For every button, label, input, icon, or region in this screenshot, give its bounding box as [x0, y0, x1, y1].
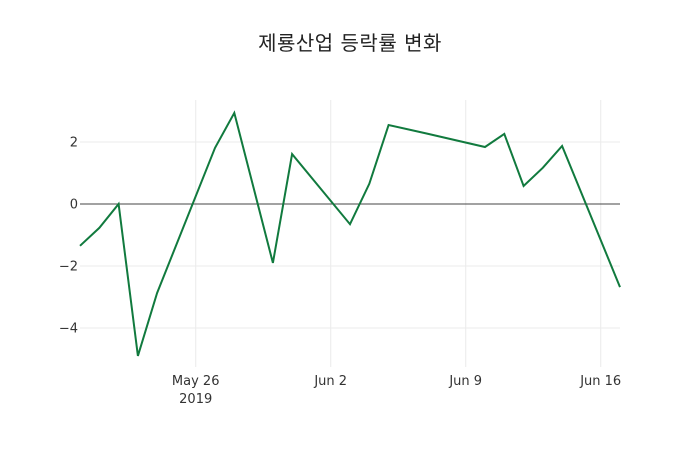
y-tick-label: −4 [59, 322, 78, 337]
series-line [79, 110, 621, 357]
y-tick-label: 0 [70, 198, 78, 213]
y-gridlines [80, 141, 620, 329]
y-tick-label: 2 [70, 136, 78, 151]
x-tick-label: May 26 [172, 374, 220, 389]
y-tick-label: −2 [59, 260, 78, 275]
chart-title: 제룡산업 등락률 변화 [258, 31, 442, 55]
x-gridlines [195, 100, 602, 367]
x-tick-year-label: 2019 [179, 392, 212, 407]
x-axis-labels: May 26 2019 Jun 2 Jun 9 Jun 16 [172, 374, 621, 407]
x-tick-label: Jun 2 [313, 374, 347, 389]
y-axis-labels: 2 0 −2 −4 [59, 136, 78, 337]
x-tick-label: Jun 16 [579, 374, 621, 389]
x-tick-label: Jun 9 [448, 374, 482, 389]
